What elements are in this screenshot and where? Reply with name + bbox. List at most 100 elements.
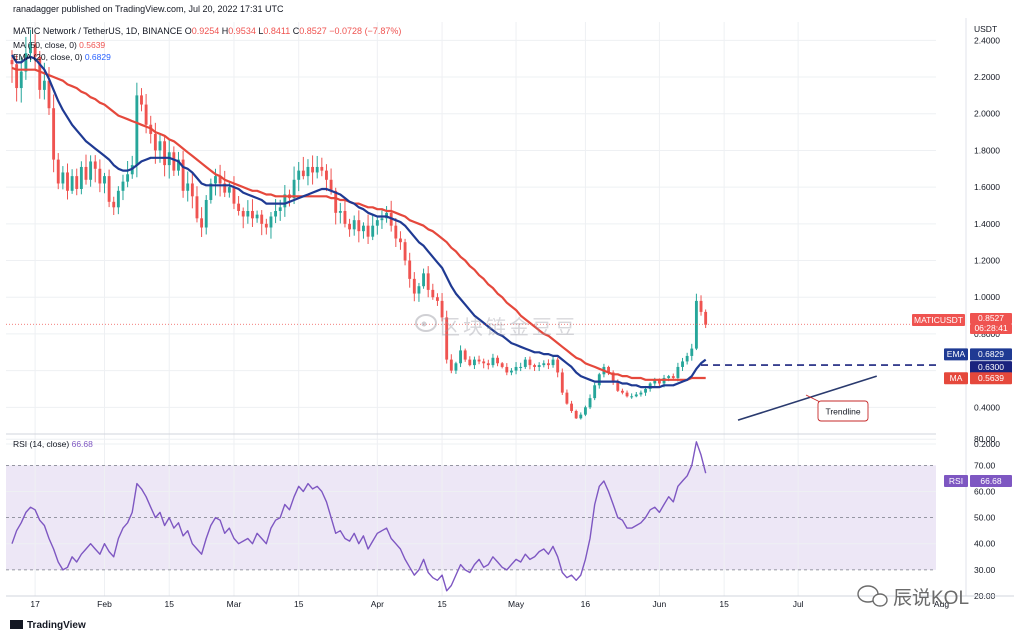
level-value-badge-bg [970, 361, 1012, 374]
rsi-tick-label: 60.00 [974, 486, 996, 496]
candle-body [297, 170, 301, 180]
price-tick-label: 2.4000 [974, 35, 1000, 45]
candle-body [366, 225, 370, 237]
ema-label: EMA (20, close, 0) [13, 52, 83, 62]
countdown-badge: 06:28:41 [974, 323, 1007, 333]
time-tick-label: Apr [371, 599, 384, 609]
candle-body [214, 176, 217, 184]
candle-body [694, 300, 698, 349]
ohlc-low: 0.8411 [263, 26, 291, 36]
ema-legend[interactable]: EMA (20, close, 0) 0.6829 [13, 52, 111, 62]
candle-body [528, 359, 532, 366]
candle-body [644, 388, 647, 393]
ema-tag-badge-bg [944, 348, 968, 361]
time-tick-label: 15 [719, 599, 729, 609]
time-tick-label: Feb [97, 599, 112, 609]
ma-value-badge-bg [970, 372, 1012, 385]
candle-body [241, 210, 245, 217]
candle-body [352, 220, 356, 230]
candle-body [107, 176, 111, 202]
ma50-line [11, 66, 706, 381]
time-tick-label: May [508, 599, 525, 609]
candle-body [163, 141, 167, 166]
candle-body [116, 190, 120, 208]
candle-body [52, 108, 56, 160]
candle-body [227, 187, 231, 193]
candle-body [292, 179, 296, 199]
candle-body [394, 225, 398, 239]
candle-body [140, 95, 143, 105]
ma-legend[interactable]: MA (50, close, 0) 0.5639 [13, 40, 105, 50]
candle-body [84, 166, 88, 180]
candle-body [440, 300, 444, 318]
candle-body [681, 361, 684, 367]
candle-body [375, 220, 379, 226]
candle-body [436, 297, 439, 301]
ema-tag-badge: EMA [947, 349, 966, 359]
candle-body [657, 379, 661, 384]
rsi-legend[interactable]: RSI (14, close) 66.68 [13, 439, 93, 449]
time-tick-label: Aug [934, 599, 949, 609]
candle-body [533, 365, 536, 367]
candle-body [597, 374, 601, 386]
candle-body [232, 187, 236, 204]
wechat-bubble-small [872, 593, 888, 607]
ohlc-close: 0.8527 [299, 26, 327, 36]
countdown-badge-bg [970, 324, 1012, 334]
tradingview-mark-icon [10, 620, 23, 629]
ohlc-open-label: O [184, 26, 192, 36]
publish-info: ranadagger published on TradingView.com,… [13, 4, 284, 14]
candle-body [338, 210, 342, 213]
footer-brand: TradingView [27, 620, 86, 631]
candle-body [121, 181, 125, 191]
candle-body [445, 317, 449, 360]
candle-body [486, 363, 490, 366]
candle-body [10, 60, 14, 65]
candle-body [620, 390, 624, 393]
tradingview-logo[interactable]: TradingView [10, 620, 86, 631]
candle-body [459, 350, 462, 364]
trendline-callout-box [817, 400, 869, 422]
candle-body [449, 359, 453, 371]
candle-body [246, 210, 250, 217]
time-tick-label: Jul [793, 599, 804, 609]
candle-body [583, 407, 587, 415]
rsi-value-badge-bg [970, 475, 1012, 488]
time-tick-label: 15 [294, 599, 304, 609]
candle-body [500, 363, 504, 367]
candle-body [29, 44, 32, 54]
publish-text: published on TradingView.com, Jul 20, 20… [61, 4, 284, 14]
candle-body [556, 359, 560, 373]
symbol-legend: MATIC Network / TetherUS, 1D, BINANCE O 0… [13, 26, 401, 36]
author[interactable]: ranadagger [13, 4, 60, 14]
candle-body [79, 166, 83, 189]
rsi-label: RSI (14, close) [13, 439, 70, 449]
candle-body [56, 159, 60, 184]
candle-body [93, 161, 97, 169]
symbol-title[interactable]: MATIC Network / TetherUS, 1D, BINANCE [13, 26, 183, 36]
candle-body [496, 357, 499, 364]
price-unit-label: USDT [974, 24, 997, 34]
candle-body [505, 366, 509, 373]
price-tick-label: 0.4000 [974, 402, 1000, 412]
candle-body [61, 172, 65, 184]
candle-body [699, 300, 703, 312]
candle-body [408, 260, 412, 279]
candle-body [260, 214, 264, 224]
candle-body [38, 56, 42, 90]
candle-body [19, 71, 23, 89]
price-tick-label: 1.6000 [974, 182, 1000, 192]
symbol-badge: MATICUSDT [914, 315, 963, 325]
candle-body [24, 53, 28, 72]
candle-body [473, 359, 476, 366]
ma-value-badge: 0.5639 [978, 373, 1004, 383]
candle-body [607, 366, 610, 373]
candle-body [343, 210, 347, 224]
candle-body [42, 80, 46, 90]
candle-body [311, 166, 315, 173]
candle-body [325, 170, 328, 180]
price-tick-label: 0.2000 [974, 439, 1000, 449]
ema-value-badge-bg [970, 348, 1012, 361]
candle-body [33, 44, 37, 57]
